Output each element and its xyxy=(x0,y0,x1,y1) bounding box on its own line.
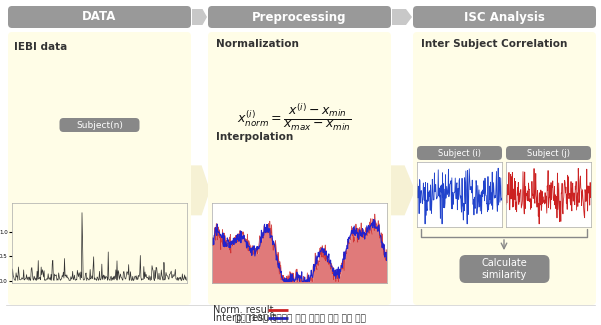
Text: Subject (j): Subject (j) xyxy=(527,149,570,158)
FancyBboxPatch shape xyxy=(8,6,191,28)
FancyBboxPatch shape xyxy=(211,127,388,147)
Text: Preprocessing: Preprocessing xyxy=(252,10,347,23)
FancyBboxPatch shape xyxy=(208,6,391,28)
FancyBboxPatch shape xyxy=(416,34,593,54)
FancyBboxPatch shape xyxy=(59,118,139,132)
Text: Interp. result: Interp. result xyxy=(213,313,276,323)
Text: Subject(n): Subject(n) xyxy=(76,121,123,129)
Text: 【그림10】 피험자간 신호 동기화 분석 방법 개발: 【그림10】 피험자간 신호 동기화 분석 방법 개발 xyxy=(235,313,366,322)
Polygon shape xyxy=(389,165,415,215)
Polygon shape xyxy=(189,165,210,215)
Polygon shape xyxy=(192,9,207,25)
Text: IEBI data: IEBI data xyxy=(14,42,67,52)
FancyBboxPatch shape xyxy=(413,6,596,28)
Text: Subject (i): Subject (i) xyxy=(438,149,481,158)
FancyBboxPatch shape xyxy=(506,146,591,160)
FancyBboxPatch shape xyxy=(413,32,596,305)
Text: DATA: DATA xyxy=(82,10,117,23)
Text: ISC Analysis: ISC Analysis xyxy=(464,10,545,23)
FancyBboxPatch shape xyxy=(8,32,191,305)
FancyBboxPatch shape xyxy=(211,34,388,54)
FancyBboxPatch shape xyxy=(460,255,549,283)
FancyBboxPatch shape xyxy=(208,32,391,305)
Text: Normalization: Normalization xyxy=(216,39,299,49)
Text: Calculate
similarity: Calculate similarity xyxy=(481,258,527,280)
FancyBboxPatch shape xyxy=(417,146,502,160)
Text: Interpolation: Interpolation xyxy=(216,132,293,142)
Text: Inter Subject Correlation: Inter Subject Correlation xyxy=(421,39,567,49)
Text: $x_{norm}^{(i)} = \dfrac{x^{(i)} - x_{min}}{x_{max} - x_{min}}$: $x_{norm}^{(i)} = \dfrac{x^{(i)} - x_{mi… xyxy=(237,101,352,133)
Polygon shape xyxy=(392,9,412,25)
Text: Norm. result: Norm. result xyxy=(213,305,273,315)
